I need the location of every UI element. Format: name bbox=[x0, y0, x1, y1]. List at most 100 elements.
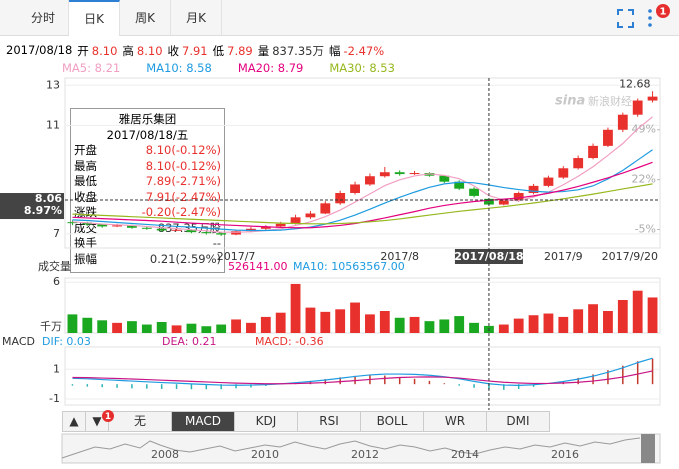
volume-bar bbox=[141, 324, 152, 333]
candle-body bbox=[617, 114, 628, 130]
overview-panel bbox=[61, 433, 661, 464]
volume-bar bbox=[394, 317, 405, 333]
volume-bar bbox=[573, 309, 584, 333]
volume-bar bbox=[498, 324, 509, 333]
tooltip-label: 振幅 bbox=[74, 251, 97, 266]
volume-panel bbox=[64, 277, 661, 334]
candle-body bbox=[290, 217, 301, 224]
volume-bar bbox=[558, 316, 569, 333]
quote-item: 高 8.10 bbox=[122, 43, 162, 59]
volume-bar bbox=[231, 319, 241, 333]
volume-bar bbox=[246, 322, 256, 333]
volume-bar bbox=[484, 325, 494, 333]
indicator-tabs: ▲ ▼ 无 MACD KDJ RSI BOLL WR DMI bbox=[62, 411, 550, 432]
indicator-tab[interactable]: WR bbox=[424, 411, 487, 432]
macd-panel bbox=[64, 346, 661, 406]
ma-legend-item: MA10: 8.58 bbox=[146, 61, 212, 75]
tooltip-row: 最低 7.89(-2.71%) bbox=[74, 174, 221, 190]
volume-bar bbox=[171, 325, 182, 333]
candle-body bbox=[350, 184, 360, 193]
candle-body bbox=[454, 181, 465, 189]
tooltip-row: 振幅 0.21(2.59%) bbox=[74, 252, 221, 268]
indicator-tab[interactable]: DMI bbox=[487, 411, 550, 432]
volume-bar bbox=[379, 311, 390, 333]
overview-year: 2016 bbox=[551, 448, 579, 461]
crosshair-pct: 8.97% bbox=[24, 204, 62, 217]
volume-bar bbox=[127, 321, 137, 333]
tooltip-row: 涨跌 -0.20(-2.47%) bbox=[74, 205, 221, 221]
candle-body bbox=[246, 228, 256, 232]
ma-legend-item: MA30: 8.53 bbox=[329, 61, 395, 75]
scroll-button[interactable]: ▼ bbox=[86, 411, 109, 432]
quote-label: 低 bbox=[212, 44, 225, 58]
candle-body bbox=[260, 226, 271, 229]
tooltip-label: 换手 bbox=[74, 236, 97, 250]
volume-bar bbox=[112, 322, 122, 333]
quote-info: 2017/08/18 开 8.10 高 8.10 收 7.91 低 7.89 量 837.35万幅 -… bbox=[6, 43, 384, 59]
y2-tick-label: 49% bbox=[632, 123, 656, 136]
tooltip-label: 开盘 bbox=[74, 143, 97, 157]
indicator-tab[interactable]: 无 bbox=[109, 411, 172, 432]
macd-title: MACD bbox=[2, 335, 35, 348]
volume-bar bbox=[603, 311, 613, 333]
volume-bar bbox=[156, 322, 167, 333]
tooltip-row: 最高 8.10(-0.12%) bbox=[74, 159, 221, 175]
macd-line bbox=[72, 370, 653, 385]
scroll-button[interactable]: ▲ bbox=[62, 411, 86, 432]
macd-legend: DEA: 0.21 bbox=[162, 335, 216, 348]
y-tick-label: 6 bbox=[53, 275, 60, 288]
period-tab[interactable]: 月K bbox=[171, 0, 222, 35]
volume-bar bbox=[424, 321, 435, 333]
volume-bar bbox=[588, 304, 598, 333]
tooltip-value: 7.89(-2.71%) bbox=[145, 174, 221, 188]
candle-body bbox=[231, 231, 241, 235]
candle-body bbox=[543, 177, 554, 186]
quote-value: -2.47% bbox=[343, 44, 385, 58]
volume-bar bbox=[305, 307, 316, 333]
quote-value: 7.91 bbox=[182, 44, 208, 58]
crosshair-price: 8.06 bbox=[35, 192, 62, 205]
candle-body bbox=[439, 175, 450, 182]
indicator-tab[interactable]: BOLL bbox=[361, 411, 424, 432]
quote-item: 开 8.10 bbox=[77, 43, 117, 59]
indicator-tab[interactable]: RSI bbox=[298, 411, 361, 432]
period-tab[interactable]: 日K bbox=[69, 0, 120, 36]
candle-body bbox=[335, 192, 346, 204]
volume-bar bbox=[335, 309, 346, 333]
indicator-tab[interactable]: MACD bbox=[172, 411, 235, 432]
volume-bar bbox=[469, 322, 479, 333]
y-tick-label: -1 bbox=[49, 392, 60, 405]
overview-handle[interactable] bbox=[641, 434, 655, 463]
y-tick-label: 7 bbox=[53, 227, 60, 240]
overview-year: 2008 bbox=[151, 448, 179, 461]
y-tick-label: 13 bbox=[46, 78, 60, 91]
watermark-text: 新浪财经 bbox=[588, 94, 632, 108]
candle-body bbox=[365, 176, 375, 185]
candle-body bbox=[424, 173, 435, 176]
x-tick-label: 2017/08/18 bbox=[454, 250, 523, 263]
tooltip-value: 7.91(-2.47%) bbox=[145, 189, 221, 204]
tooltip-row: 开盘 8.10(-0.12%) bbox=[74, 143, 221, 159]
candle-body bbox=[379, 172, 390, 177]
tooltip-value: -0.20(-2.47%) bbox=[141, 205, 221, 219]
y-tick-label: 11 bbox=[46, 118, 60, 131]
period-tab[interactable]: 分时 bbox=[18, 0, 69, 35]
volume-legend: 526141.00 bbox=[228, 260, 288, 273]
candle-body bbox=[275, 223, 286, 227]
macd-legend: DIF: 0.03 bbox=[42, 335, 91, 348]
indicator-tab[interactable]: KDJ bbox=[235, 411, 298, 432]
quote-label: 量 bbox=[257, 44, 270, 58]
y2-tick-label: -5% bbox=[635, 223, 656, 236]
period-tab[interactable]: 周K bbox=[120, 0, 171, 35]
candle-body bbox=[409, 173, 420, 175]
volume-unit: 千万 bbox=[40, 320, 62, 333]
volume-bar bbox=[543, 313, 554, 333]
quote-value: 8.10 bbox=[91, 44, 118, 58]
volume-bar bbox=[350, 302, 360, 333]
max-price-label: 12.68 bbox=[619, 77, 651, 90]
tooltip-value: 0.21(2.59%) bbox=[149, 251, 221, 266]
volume-bar bbox=[528, 315, 539, 333]
tooltip-row: 成交 837.35万股 bbox=[74, 221, 221, 237]
quote-label: 收 bbox=[167, 44, 180, 58]
